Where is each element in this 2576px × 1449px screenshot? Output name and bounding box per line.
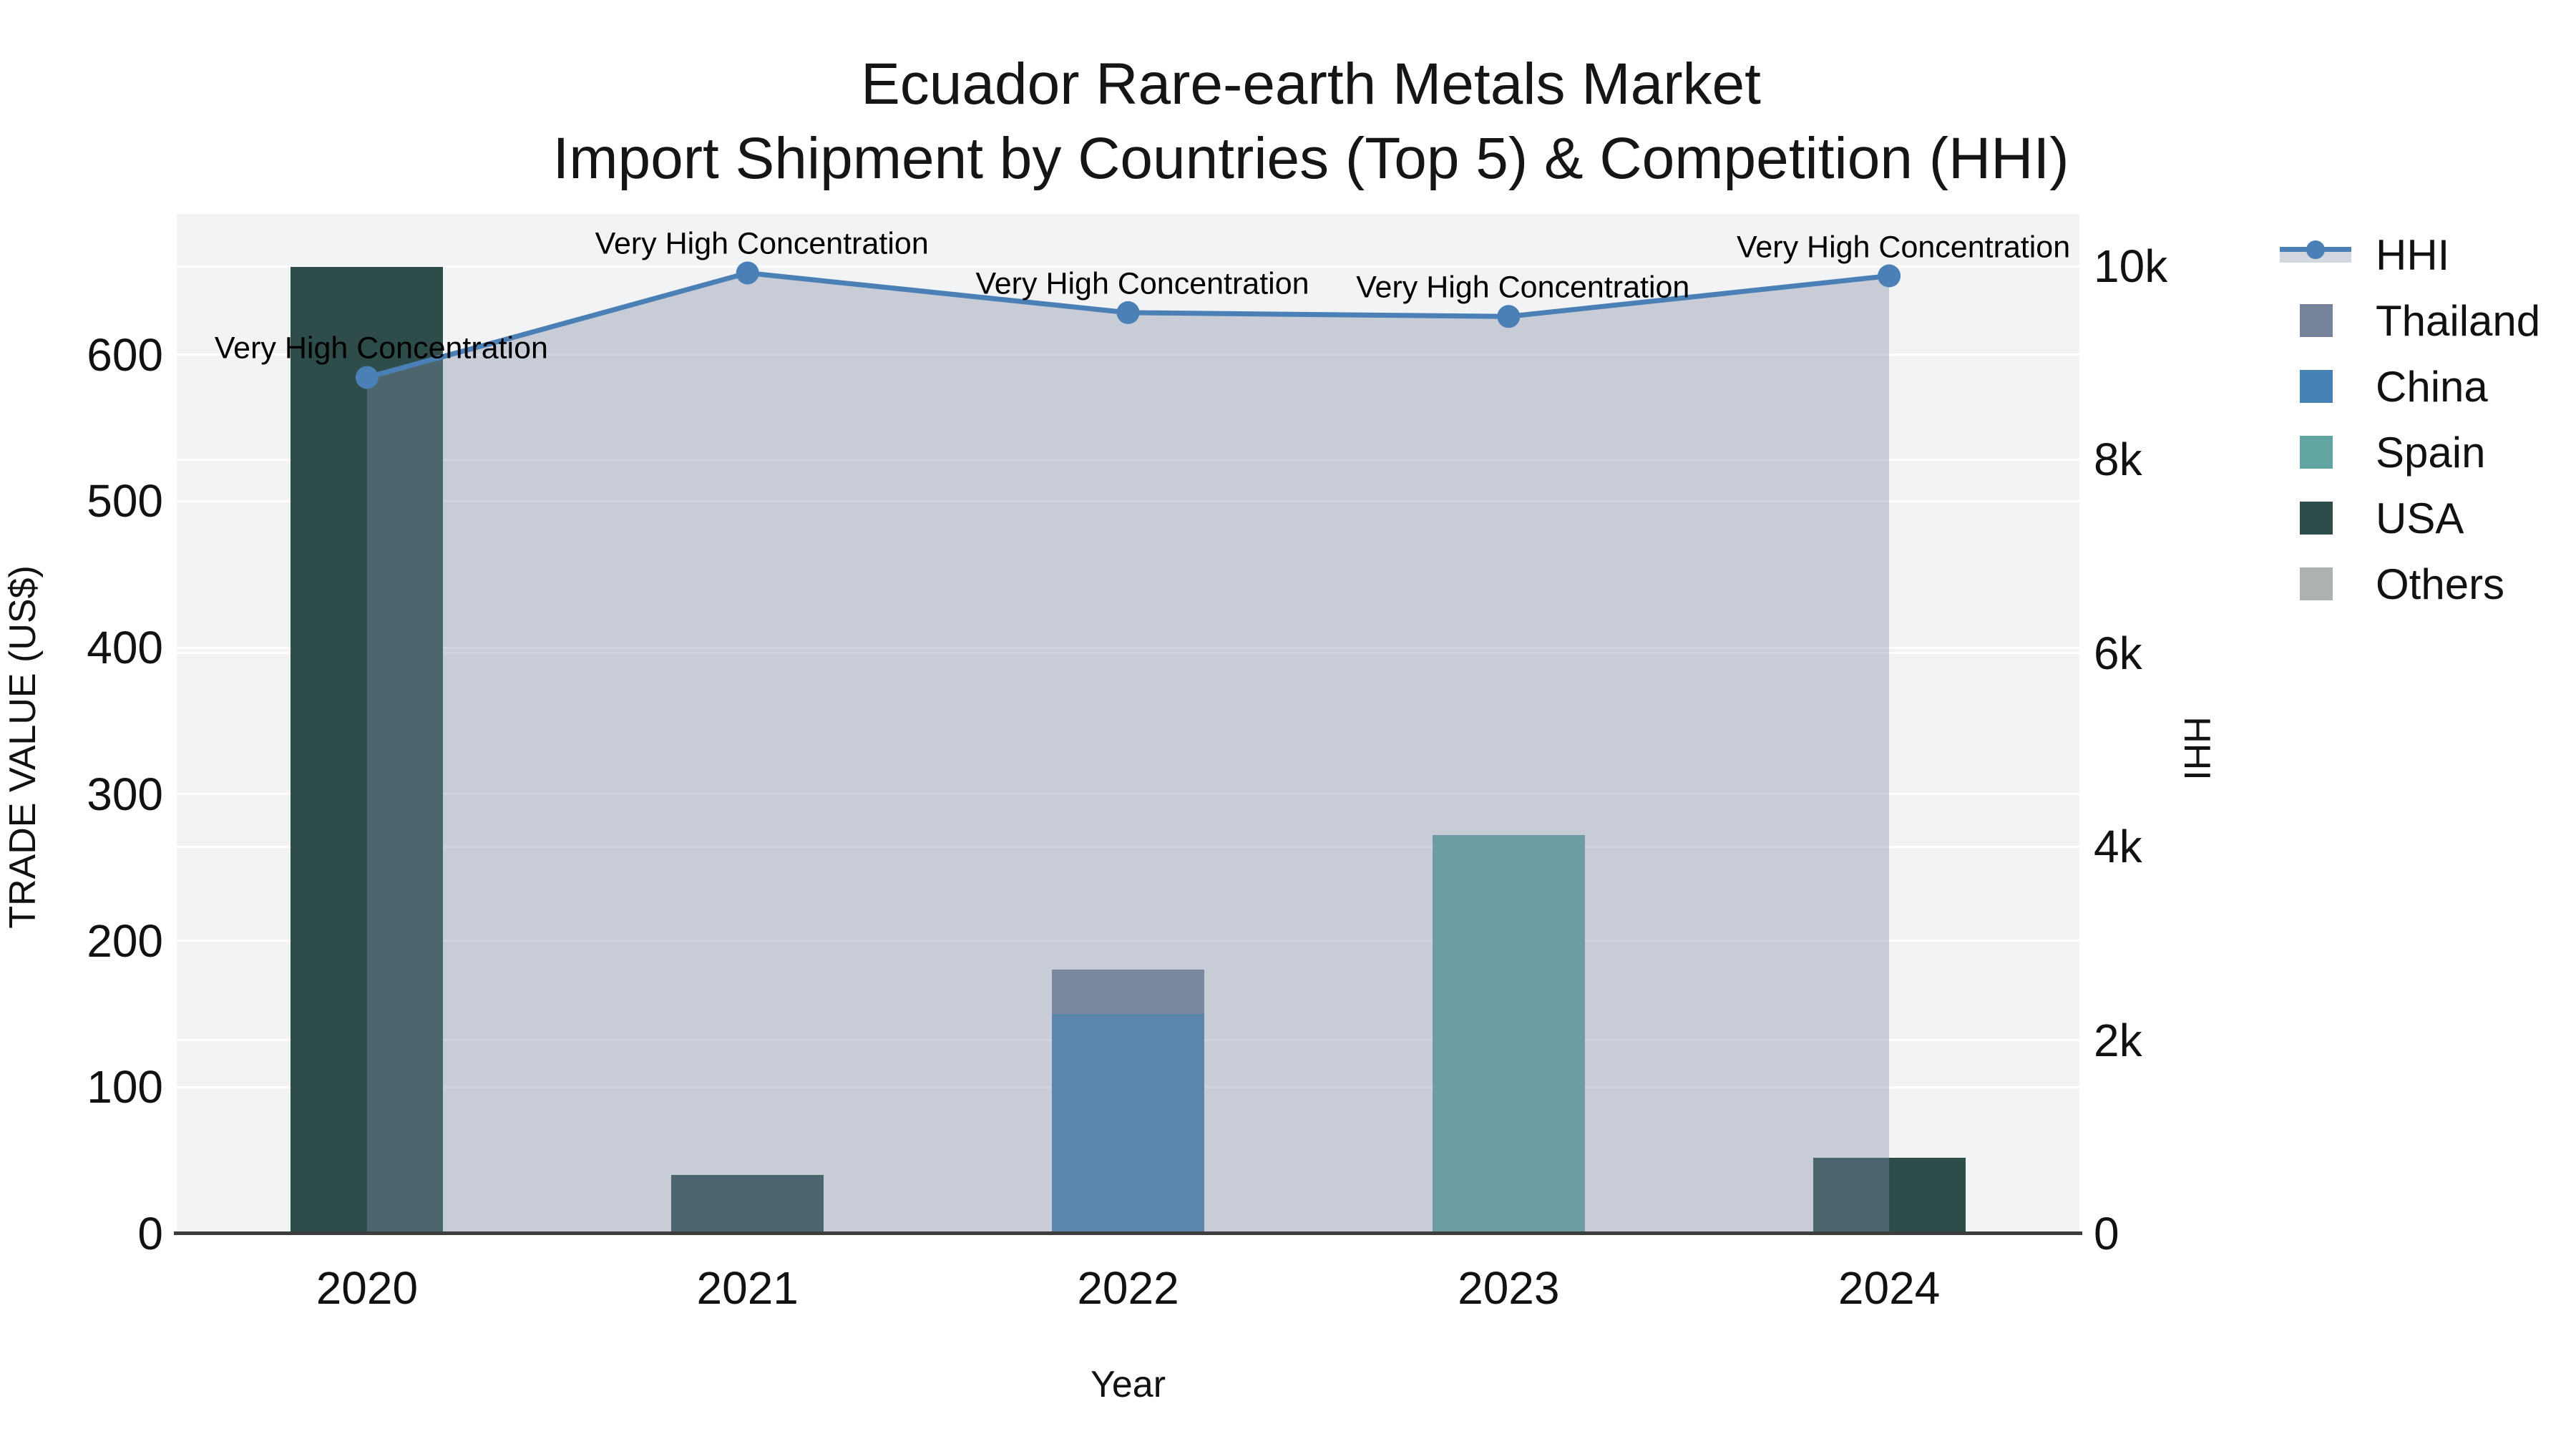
legend-label-usa: USA	[2376, 494, 2464, 542]
gridline-left-500	[177, 499, 2079, 502]
y-left-tick-200: 200	[87, 914, 163, 967]
x-axis-title: Year	[1090, 1364, 1166, 1405]
y-right-tick-10k: 10k	[2094, 240, 2168, 292]
x-tick-2022: 2022	[1077, 1262, 1179, 1314]
y-right-tick-2k: 2k	[2094, 1014, 2142, 1066]
annotation-2020: Very High Concentration	[214, 331, 548, 366]
hhi-area-fill	[366, 273, 1890, 1234]
gridline-left-400	[177, 646, 2079, 649]
gridline-right-4000	[177, 845, 2079, 848]
plot-area: Very High Concentration Very High Concent…	[177, 214, 2079, 1234]
legend: HHI Thailand China Spain USA Others	[2280, 222, 2540, 617]
annotation-2024: Very High Concentration	[1737, 230, 2071, 265]
y-left-tick-100: 100	[87, 1061, 163, 1113]
hhi-point-2024[interactable]	[1878, 264, 1901, 288]
gridline-left-300	[177, 793, 2079, 796]
hhi-point-2021[interactable]	[736, 261, 759, 285]
hhi-line-icon	[2280, 238, 2351, 271]
chart-title: Ecuador Rare-earth Metals Market	[861, 52, 1761, 117]
gridline-left-200	[177, 940, 2079, 942]
chart-subtitle: Import Shipment by Countries (Top 5) & C…	[552, 126, 2069, 191]
bar-usa-2024[interactable]	[1813, 1157, 1966, 1234]
annotation-2023: Very High Concentration	[1356, 270, 1690, 305]
legend-item-china[interactable]: China	[2280, 353, 2540, 419]
legend-item-usa[interactable]: USA	[2280, 485, 2540, 551]
chart-title-block: Ecuador Rare-earth Metals Market Import …	[46, 47, 2576, 196]
legend-item-others[interactable]: Others	[2280, 551, 2540, 617]
y-axis-right-title: HHI	[2176, 716, 2218, 781]
bar-usa-2021[interactable]	[671, 1175, 824, 1234]
y-right-tick-6k: 6k	[2094, 627, 2142, 679]
legend-swatch-icon	[2280, 567, 2351, 600]
annotation-2021: Very High Concentration	[595, 226, 929, 261]
y-left-tick-400: 400	[87, 622, 163, 674]
legend-label-china: China	[2376, 362, 2488, 411]
y-right-tick-4k: 4k	[2094, 821, 2142, 873]
legend-swatch-icon	[2280, 436, 2351, 469]
gridline-right-8000	[177, 458, 2079, 461]
legend-label-hhi: HHI	[2376, 230, 2450, 279]
x-tick-2021: 2021	[696, 1262, 799, 1314]
annotation-2022: Very High Concentration	[975, 266, 1309, 301]
y-axis-left-title: TRADE VALUE (US$)	[2, 565, 44, 929]
bar-spain-2023[interactable]	[1432, 835, 1585, 1234]
y-right-tick-0: 0	[2094, 1208, 2119, 1259]
hhi-point-2020[interactable]	[355, 366, 379, 389]
legend-label-others: Others	[2376, 560, 2505, 608]
hhi-point-2023[interactable]	[1497, 305, 1521, 328]
bar-china-2022[interactable]	[1052, 1013, 1204, 1234]
x-tick-2020: 2020	[316, 1262, 419, 1314]
legend-swatch-icon	[2280, 304, 2351, 337]
x-tick-2024: 2024	[1838, 1262, 1941, 1314]
x-axis-line	[174, 1231, 2082, 1235]
legend-item-hhi[interactable]: HHI	[2280, 222, 2540, 288]
gridline-right-6000	[177, 652, 2079, 655]
x-tick-2023: 2023	[1458, 1262, 1560, 1314]
hhi-point-2022[interactable]	[1116, 301, 1140, 324]
legend-swatch-icon	[2280, 370, 2351, 403]
gridline-left-600	[177, 353, 2079, 356]
bar-usa-2020[interactable]	[291, 266, 444, 1234]
legend-swatch-icon	[2280, 502, 2351, 535]
y-left-tick-300: 300	[87, 768, 163, 820]
legend-item-thailand[interactable]: Thailand	[2280, 288, 2540, 353]
y-left-tick-500: 500	[87, 475, 163, 527]
y-left-tick-0: 0	[137, 1208, 163, 1259]
legend-label-thailand: Thailand	[2376, 296, 2541, 345]
y-left-tick-600: 600	[87, 328, 163, 381]
legend-label-spain: Spain	[2376, 428, 2486, 477]
bar-thailand-2022[interactable]	[1052, 970, 1204, 1014]
y-right-tick-8k: 8k	[2094, 434, 2142, 486]
gridline-right-10000	[177, 265, 2079, 268]
hhi-line-layer	[355, 261, 1901, 1234]
legend-item-spain[interactable]: Spain	[2280, 419, 2540, 485]
